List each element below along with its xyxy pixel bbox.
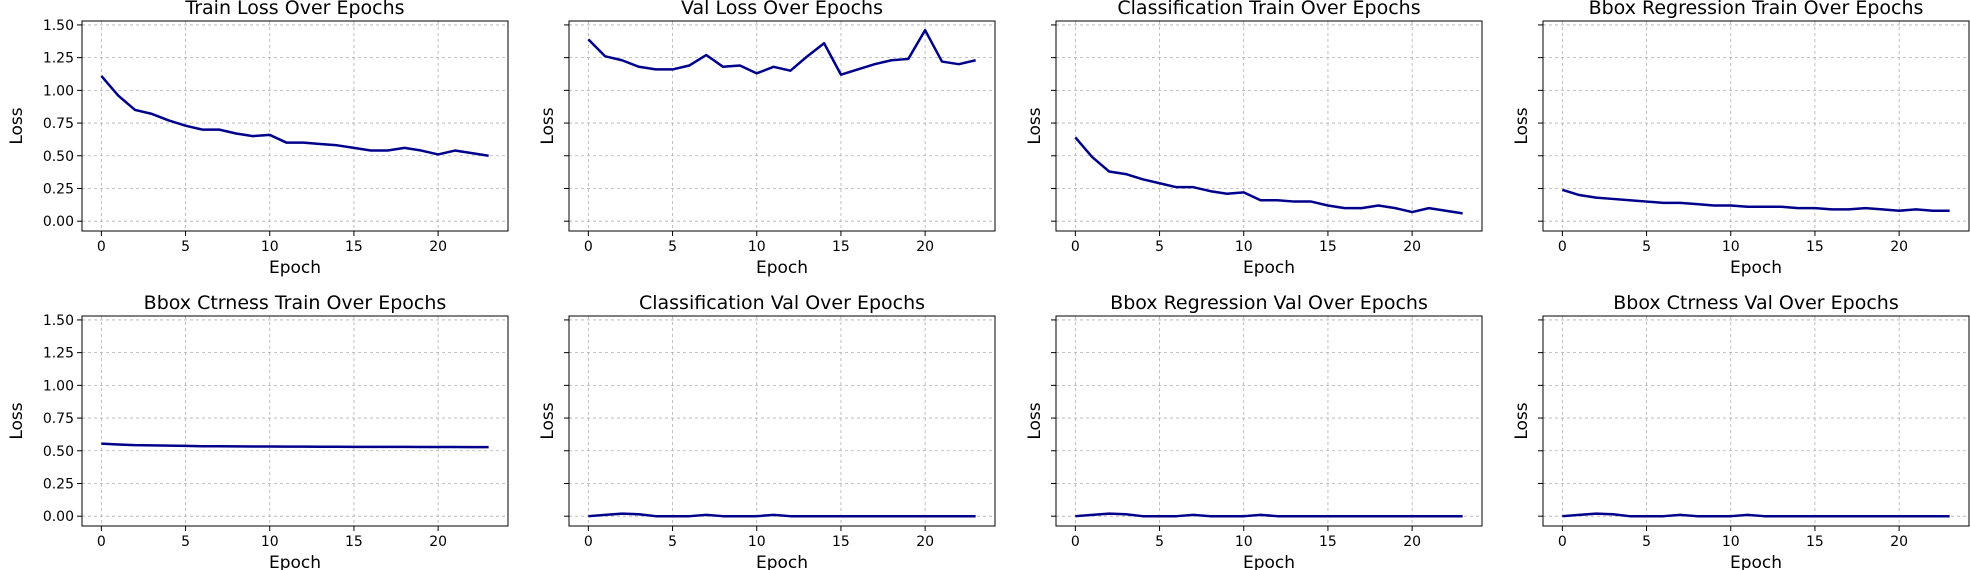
series-line — [588, 512, 976, 518]
x-tick-label: 0 — [584, 239, 593, 255]
y-tick-label: 1.50 — [43, 18, 74, 34]
x-tick-label: 10 — [1722, 239, 1740, 255]
x-tick-label: 20 — [1890, 239, 1908, 255]
y-tick-label: 0.75 — [43, 116, 74, 132]
x-tick-label: 0 — [1558, 239, 1567, 255]
x-tick-label: 10 — [748, 534, 766, 550]
y-tick-label: 1.25 — [43, 51, 74, 67]
plot-frame — [568, 20, 996, 232]
x-axis-label: Epoch — [756, 258, 808, 278]
plot-frame — [1542, 20, 1970, 232]
x-tick-label: 15 — [1319, 239, 1337, 255]
x-axis-label: Epoch — [1730, 258, 1782, 278]
y-axis-label: Loss — [538, 402, 558, 439]
series-line — [1074, 136, 1463, 215]
x-tick-label: 20 — [1890, 534, 1908, 550]
y-tick-label: 0.00 — [43, 214, 74, 230]
x-tick-label: 0 — [1071, 239, 1080, 255]
y-tick-label: 1.50 — [43, 313, 74, 329]
x-tick-label: 0 — [1071, 534, 1080, 550]
x-tick-label: 20 — [916, 534, 934, 550]
x-tick-label: 20 — [429, 239, 447, 255]
x-tick-label: 5 — [1642, 239, 1651, 255]
series-line — [101, 442, 489, 449]
y-tick-label: 0.75 — [43, 411, 74, 427]
y-axis-label: Loss — [1025, 402, 1045, 439]
series-line — [1075, 512, 1463, 518]
plot-frame — [1542, 315, 1970, 527]
x-axis-label: Epoch — [1243, 553, 1295, 570]
y-axis-label: Loss — [7, 107, 27, 144]
x-tick-label: 15 — [1806, 239, 1824, 255]
y-tick-label: 0.00 — [43, 509, 74, 525]
x-tick-label: 0 — [97, 534, 106, 550]
x-tick-label: 0 — [1558, 534, 1567, 550]
plot-frame — [81, 315, 509, 527]
x-tick-label: 10 — [261, 239, 279, 255]
plot-frame — [81, 20, 509, 232]
x-tick-label: 10 — [748, 239, 766, 255]
x-tick-label: 20 — [1403, 534, 1421, 550]
x-tick-label: 0 — [97, 239, 106, 255]
x-tick-label: 5 — [1155, 239, 1164, 255]
x-tick-label: 5 — [1642, 534, 1651, 550]
x-axis-label: Epoch — [269, 553, 321, 570]
y-axis-label: Loss — [7, 402, 27, 439]
x-tick-label: 10 — [261, 534, 279, 550]
y-axis-label: Loss — [1512, 107, 1532, 144]
x-tick-label: 15 — [345, 534, 363, 550]
x-tick-label: 5 — [181, 239, 190, 255]
chart-title: Classification Val Over Epochs — [639, 292, 925, 314]
x-tick-label: 10 — [1235, 239, 1253, 255]
x-tick-label: 15 — [832, 534, 850, 550]
x-tick-label: 5 — [1155, 534, 1164, 550]
y-axis-label: Loss — [1025, 107, 1045, 144]
x-tick-label: 5 — [181, 534, 190, 550]
y-tick-label: 0.25 — [43, 476, 74, 492]
x-tick-label: 20 — [429, 534, 447, 550]
chart-title: Bbox Ctrness Train Over Epochs — [144, 292, 447, 314]
plot-frame — [1055, 20, 1483, 232]
y-tick-label: 0.50 — [43, 149, 74, 165]
x-tick-label: 15 — [832, 239, 850, 255]
y-axis-label: Loss — [538, 107, 558, 144]
chart-title: Bbox Regression Val Over Epochs — [1110, 292, 1428, 314]
x-tick-label: 15 — [1319, 534, 1337, 550]
chart-title: Bbox Regression Train Over Epochs — [1589, 0, 1924, 19]
plot-frame — [568, 315, 996, 527]
y-tick-label: 1.25 — [43, 346, 74, 362]
plot-frame — [1055, 315, 1483, 527]
y-axis-label: Loss — [1512, 402, 1532, 439]
y-tick-label: 1.00 — [43, 378, 74, 394]
series-line — [100, 75, 489, 158]
x-tick-label: 20 — [916, 239, 934, 255]
x-axis-label: Epoch — [269, 258, 321, 278]
chart-title: Train Loss Over Epochs — [184, 0, 404, 19]
y-tick-label: 1.00 — [43, 83, 74, 99]
x-tick-label: 0 — [584, 534, 593, 550]
series-line — [1562, 512, 1950, 518]
chart-title: Bbox Ctrness Val Over Epochs — [1613, 292, 1898, 314]
y-tick-label: 0.50 — [43, 444, 74, 460]
chart-title: Val Loss Over Epochs — [681, 0, 883, 19]
x-axis-label: Epoch — [756, 553, 808, 570]
x-tick-label: 15 — [1806, 534, 1824, 550]
y-tick-label: 0.25 — [43, 181, 74, 197]
x-tick-label: 5 — [668, 239, 677, 255]
series-line — [587, 28, 976, 76]
x-axis-label: Epoch — [1730, 553, 1782, 570]
x-tick-label: 10 — [1235, 534, 1253, 550]
x-tick-label: 20 — [1403, 239, 1421, 255]
x-tick-label: 10 — [1722, 534, 1740, 550]
x-tick-label: 15 — [345, 239, 363, 255]
chart-title: Classification Train Over Epochs — [1117, 0, 1420, 19]
x-tick-label: 5 — [668, 534, 677, 550]
series-line — [1561, 188, 1950, 212]
x-axis-label: Epoch — [1243, 258, 1295, 278]
